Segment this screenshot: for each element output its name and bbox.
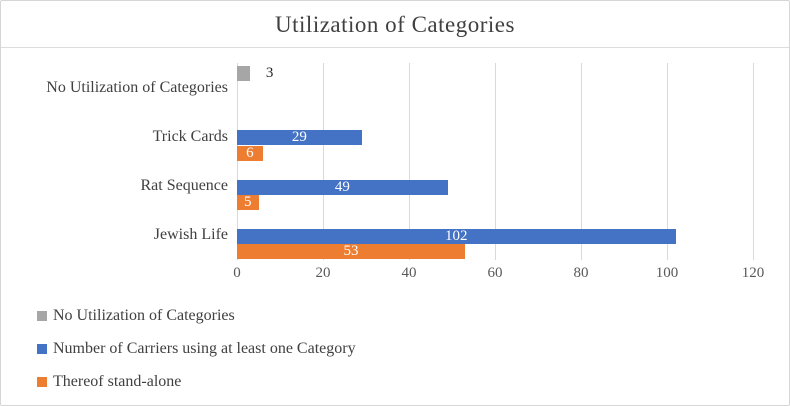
legend-label: Thereof stand-alone	[53, 373, 182, 390]
bar	[237, 145, 263, 161]
gridline	[494, 63, 496, 260]
category-label: Trick Cards	[152, 127, 228, 145]
gridline	[236, 63, 238, 260]
bar	[237, 244, 465, 260]
legend-swatch	[37, 311, 47, 321]
legend-swatch	[37, 344, 47, 354]
bar	[237, 65, 250, 81]
chart-title: Utilization of Categories	[275, 12, 515, 37]
gridline	[752, 63, 754, 260]
bar-value-label: 29	[291, 129, 307, 146]
bar	[237, 179, 448, 195]
gridline	[408, 63, 410, 260]
x-tick-label: 100	[655, 265, 679, 281]
bar-value-label: 49	[334, 178, 350, 195]
gridline	[666, 63, 668, 260]
bar-value-label: 5	[244, 194, 252, 210]
legend-label: No Utilization of Categories	[53, 307, 235, 324]
bar-value-label: 102	[445, 227, 468, 244]
bar	[237, 130, 362, 146]
x-tick-label: 40	[401, 265, 417, 281]
x-tick-label: 60	[487, 265, 503, 281]
title-divider	[1, 47, 789, 48]
legend-swatch	[37, 377, 47, 387]
category-label: No Utilization of Categories	[46, 78, 228, 96]
bar-value-label: 53	[343, 243, 359, 260]
bar	[237, 228, 676, 244]
x-tick-label: 80	[573, 265, 589, 281]
bar	[237, 195, 259, 210]
category-label: Jewish Life	[153, 226, 228, 244]
category-label: Rat Sequence	[140, 177, 228, 195]
gridline	[322, 63, 324, 260]
legend-label: Number of Carriers using at least one Ca…	[53, 340, 356, 357]
bar-value-label: 6	[246, 144, 254, 161]
gridline	[580, 63, 582, 260]
x-tick-label: 20	[315, 265, 331, 281]
bar-value-label: 3	[265, 64, 274, 81]
x-tick-label: 0	[233, 265, 241, 281]
x-tick-label: 120	[741, 265, 765, 281]
